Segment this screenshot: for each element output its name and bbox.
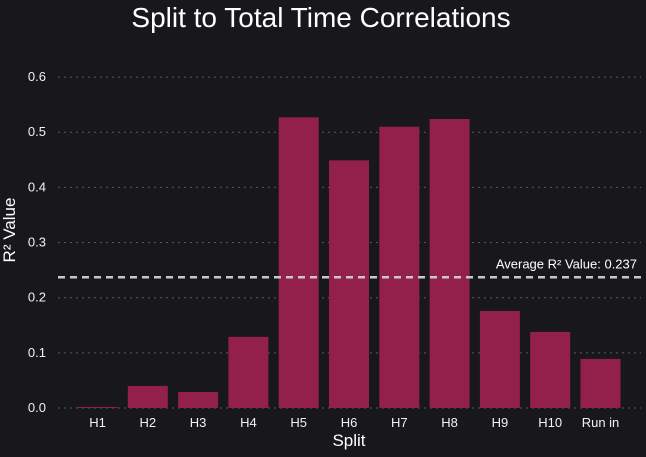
bar-h10 [530,331,571,408]
bar-h6 [329,160,369,408]
x-tick-label: H5 [290,415,307,430]
bar-h1 [77,406,118,408]
bar-h8 [429,118,470,408]
x-axis-title: Split [332,431,365,450]
y-tick-label: 0.3 [28,235,46,250]
x-axis-ticks: H1 H2 H3 H4 H5 H6 H7 H8 H9 H10 Run in [89,415,619,430]
x-tick-label: H6 [341,415,358,430]
average-line-label: Average R² Value: 0.237 [496,256,637,271]
y-axis-title: R² Value [0,198,19,263]
x-tick-label: Run in [582,415,620,430]
y-tick-label: 0.0 [28,400,46,415]
bar-h4 [228,336,269,408]
chart-title: Split to Total Time Correlations [131,2,510,33]
x-tick-label: H8 [441,415,458,430]
bar-h7 [379,126,420,408]
x-tick-label: H3 [190,415,207,430]
y-tick-label: 0.6 [28,69,46,84]
x-tick-label: H9 [492,415,509,430]
y-tick-label: 0.4 [28,179,46,194]
x-tick-label: H1 [89,415,106,430]
average-line-group: Average R² Value: 0.237 [58,256,641,279]
y-tick-label: 0.5 [28,124,46,139]
bar-h3 [178,392,219,408]
bar-h2 [127,385,168,408]
x-tick-label: H7 [391,415,408,430]
bar-h5 [278,117,319,408]
x-tick-label: H10 [538,415,562,430]
x-tick-label: H4 [240,415,257,430]
y-axis-ticks: 0.0 0.1 0.2 0.3 0.4 0.5 0.6 [28,69,46,415]
bars [77,117,621,408]
y-tick-label: 0.1 [28,345,46,360]
bar-run-in [580,358,621,408]
x-tick-label: H2 [139,415,156,430]
y-tick-label: 0.2 [28,290,46,305]
bar-h9 [479,310,520,408]
